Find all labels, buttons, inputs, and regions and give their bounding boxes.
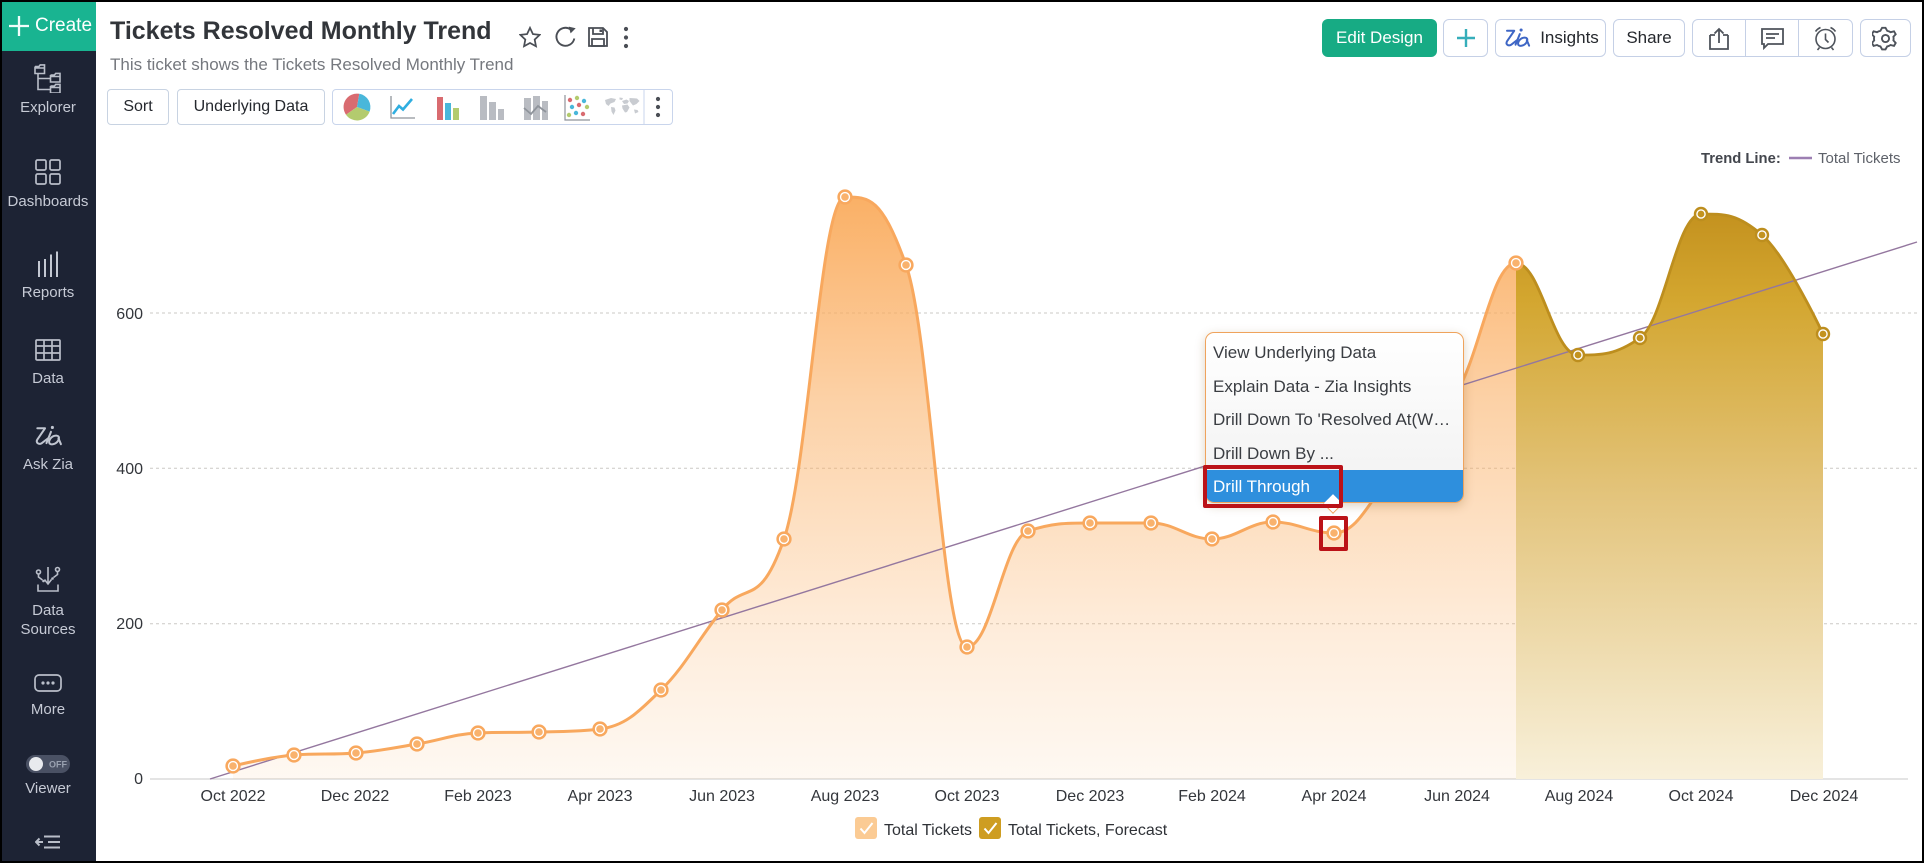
svg-text:Oct 2022: Oct 2022: [201, 788, 266, 805]
svg-text:Aug 2023: Aug 2023: [811, 788, 880, 805]
svg-text:Dec 2022: Dec 2022: [321, 788, 390, 805]
svg-text:400: 400: [116, 461, 143, 478]
svg-text:200: 200: [116, 616, 143, 633]
svg-text:Oct 2023: Oct 2023: [935, 788, 1000, 805]
svg-text:Total Tickets, Forecast: Total Tickets, Forecast: [1008, 822, 1168, 839]
svg-text:Jun 2023: Jun 2023: [689, 788, 755, 805]
svg-text:Apr 2024: Apr 2024: [1302, 788, 1367, 805]
svg-text:Dec 2024: Dec 2024: [1790, 788, 1859, 805]
svg-text:Apr 2023: Apr 2023: [568, 788, 633, 805]
svg-text:600: 600: [116, 306, 143, 323]
svg-text:Total Tickets: Total Tickets: [1818, 150, 1901, 167]
svg-text:Jun 2024: Jun 2024: [1424, 788, 1490, 805]
svg-text:Oct 2024: Oct 2024: [1669, 788, 1734, 805]
svg-text:OFF: OFF: [49, 760, 67, 770]
svg-text:Aug 2024: Aug 2024: [1545, 788, 1614, 805]
svg-text:Total Tickets: Total Tickets: [884, 822, 972, 839]
svg-text:Feb 2023: Feb 2023: [444, 788, 512, 805]
svg-text:Feb 2024: Feb 2024: [1178, 788, 1246, 805]
svg-text:Dec 2023: Dec 2023: [1056, 788, 1125, 805]
svg-text:0: 0: [134, 771, 143, 788]
svg-text:Trend Line:: Trend Line:: [1701, 151, 1781, 167]
